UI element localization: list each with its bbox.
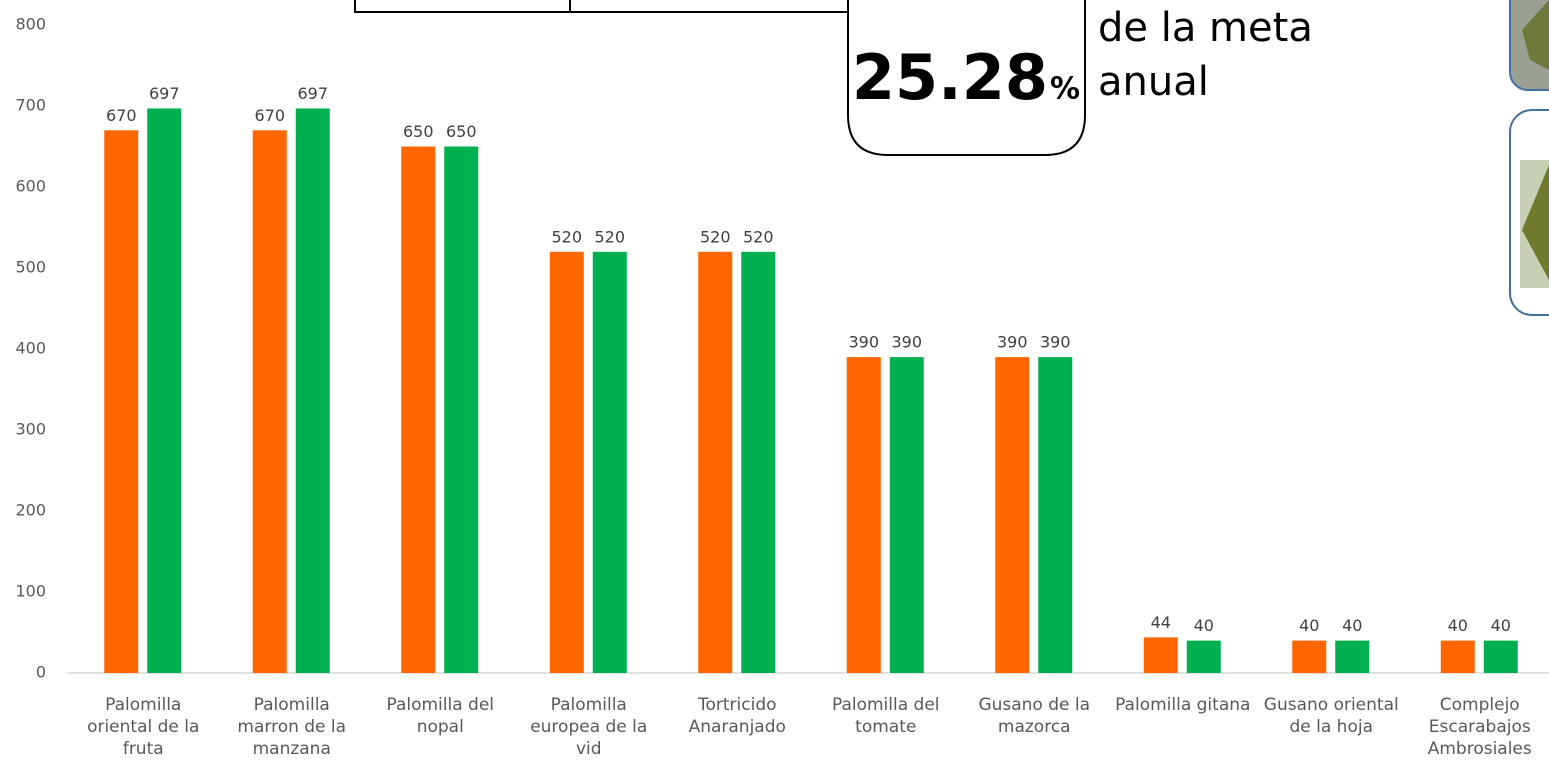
data-label: 44 <box>1151 613 1171 632</box>
bar <box>253 130 287 673</box>
bar <box>890 357 924 673</box>
x-tick-label: Tortricido Anaranjado <box>669 694 805 738</box>
bar <box>147 108 181 673</box>
bar <box>1038 357 1072 673</box>
x-tick-label: Palomilla marron de la manzana <box>224 694 360 760</box>
bar <box>1441 641 1475 673</box>
bar <box>698 252 732 673</box>
x-tick-label: Palomilla europea de la vid <box>521 694 657 760</box>
y-tick-label: 200 <box>15 501 46 520</box>
data-label: 40 <box>1194 616 1214 635</box>
y-tick-label: 700 <box>15 96 46 115</box>
data-label: 697 <box>297 84 328 103</box>
bar <box>104 130 138 673</box>
y-tick-label: 0 <box>36 663 46 682</box>
data-label: 650 <box>446 122 477 141</box>
data-label: 40 <box>1491 616 1511 635</box>
data-label: 520 <box>551 227 582 246</box>
y-tick-label: 600 <box>15 177 46 196</box>
data-label: 390 <box>848 333 879 352</box>
y-tick-label: 500 <box>15 258 46 277</box>
data-label: 697 <box>149 84 180 103</box>
data-label: 40 <box>1342 616 1362 635</box>
data-label: 390 <box>997 333 1028 352</box>
bar <box>444 147 478 674</box>
chart-page: 25.28 % de la meta anual 0 100 200 300 400 50… <box>0 0 1549 769</box>
data-label: 40 <box>1448 616 1468 635</box>
bar <box>1335 641 1369 673</box>
x-tick-label: Palomilla del tomate <box>818 694 954 738</box>
bar <box>593 252 627 673</box>
percent-value: 25.28 <box>852 41 1048 114</box>
percent-unit: % <box>1050 72 1080 107</box>
x-tick-label: Palomilla oriental de la fruta <box>75 694 211 760</box>
bar <box>296 108 330 673</box>
bar <box>1144 637 1178 673</box>
x-tick-label: Gusano de la mazorca <box>966 694 1102 738</box>
chart: 25.28 % de la meta anual 0 100 200 300 400 50… <box>0 0 1549 769</box>
data-label: 670 <box>254 106 285 125</box>
data-label: 390 <box>1040 333 1071 352</box>
y-tick-label: 400 <box>15 339 46 358</box>
y-tick-label: 300 <box>15 420 46 439</box>
bar <box>847 357 881 673</box>
y-tick-label: 800 <box>15 15 46 34</box>
goal-text: de la meta <box>1098 5 1313 51</box>
bar <box>1484 641 1518 673</box>
bar <box>550 252 584 673</box>
bar <box>1292 641 1326 673</box>
x-tick-label: Palomilla del nopal <box>372 694 508 738</box>
goal-text: anual <box>1098 59 1209 105</box>
data-label: 670 <box>106 106 137 125</box>
data-label: 40 <box>1299 616 1319 635</box>
data-label: 390 <box>891 333 922 352</box>
data-label: 520 <box>700 227 731 246</box>
bar <box>1187 641 1221 673</box>
x-tick-label: Palomilla gitana <box>1115 694 1251 716</box>
y-tick-label: 100 <box>15 582 46 601</box>
x-tick-label: Gusano oriental de la hoja <box>1263 694 1399 738</box>
data-label: 520 <box>594 227 625 246</box>
bar <box>995 357 1029 673</box>
data-label: 520 <box>743 227 774 246</box>
x-tick-label: Complejo Escarabajos Ambrosiales <box>1412 694 1548 760</box>
data-label: 650 <box>403 122 434 141</box>
bar <box>401 147 435 674</box>
bar <box>741 252 775 673</box>
